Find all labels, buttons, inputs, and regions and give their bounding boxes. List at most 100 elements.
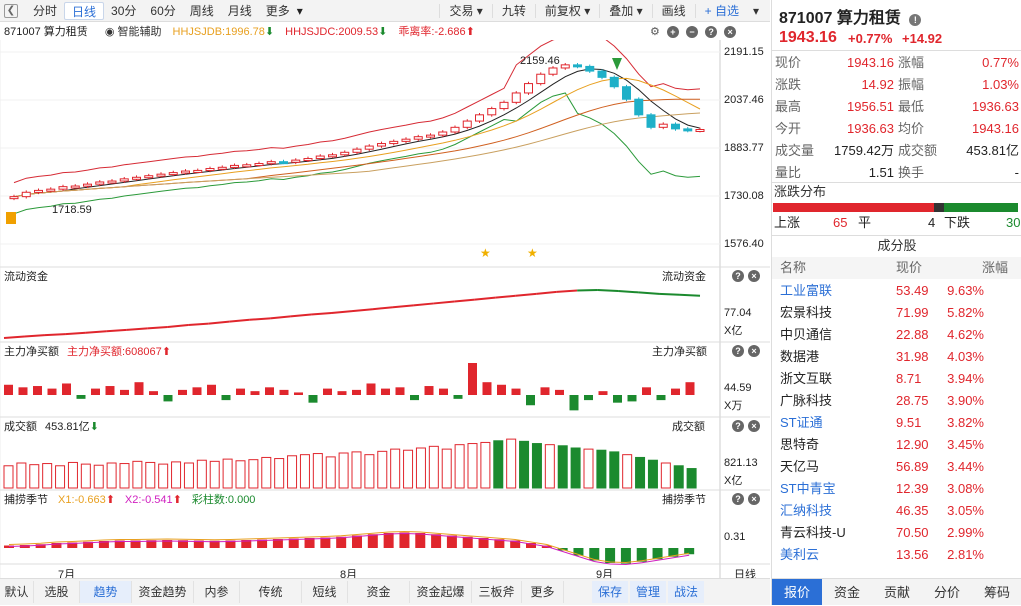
plus-icon[interactable]: + — [667, 26, 679, 38]
constituent-name[interactable]: 宏景科技 — [780, 302, 832, 324]
turnover-bar — [107, 463, 116, 488]
panel-action-button[interactable]: 保存 — [592, 581, 628, 603]
close-icon[interactable]: × — [724, 26, 736, 38]
period-tab[interactable]: 分时 — [26, 2, 64, 20]
period-tab[interactable]: 日线 — [64, 2, 104, 20]
constituent-pct: 4.62% — [947, 324, 984, 346]
collapse-icon[interactable]: ❮ — [4, 4, 18, 18]
sub1-controls: ?× — [728, 270, 760, 282]
candle-body — [463, 121, 471, 127]
candle-body — [635, 99, 643, 115]
period-tab[interactable]: 30分 — [104, 2, 143, 20]
close-icon[interactable]: × — [748, 420, 760, 432]
candle-body — [96, 182, 104, 184]
indicator-tab[interactable]: 资金 — [348, 581, 410, 603]
constituent-name[interactable]: 中贝通信 — [780, 324, 832, 346]
close-icon[interactable]: × — [748, 270, 760, 282]
help-icon[interactable]: ? — [732, 493, 744, 505]
close-icon[interactable]: × — [748, 345, 760, 357]
constituent-name[interactable]: 天亿马 — [780, 456, 819, 478]
period-tab[interactable]: 60分 — [143, 2, 182, 20]
constituent-name[interactable]: 数据港 — [780, 346, 819, 368]
sub4-axis-value: 0.31 — [724, 531, 745, 543]
indicator-tab[interactable]: 三板斧 — [472, 581, 522, 603]
constituent-name[interactable]: 广脉科技 — [780, 390, 832, 412]
constituent-name[interactable]: 工业富联 — [780, 280, 832, 302]
constituent-name[interactable]: 汇纳科技 — [780, 500, 832, 522]
toolbar-button[interactable]: 交易 ▾ — [442, 2, 489, 20]
chevron-down-icon: ▾ — [633, 4, 642, 18]
indicator-tab[interactable]: 选股 — [34, 581, 80, 603]
toolbar-button[interactable]: 叠加 ▾ — [602, 2, 649, 20]
constituent-name[interactable]: 青云科技-U — [780, 522, 846, 544]
toolbar-button[interactable]: 画线 — [655, 2, 693, 20]
right-panel-tab[interactable]: 报价 — [772, 579, 822, 605]
assistant-toggle[interactable]: ◉ 智能辅助 — [105, 26, 162, 38]
constituent-name[interactable]: 美利云 — [780, 544, 819, 566]
help-icon[interactable]: ? — [732, 270, 744, 282]
indicator-tab[interactable]: 更多 — [522, 581, 564, 603]
minus-icon[interactable]: − — [686, 26, 698, 38]
constituent-name[interactable]: ST中青宝 — [780, 478, 836, 500]
period-tab[interactable]: 更多 — [259, 2, 297, 20]
candle-body — [133, 177, 141, 179]
right-panel-tab[interactable]: 贡献 — [872, 579, 922, 605]
indicator-tab[interactable]: 传统 — [240, 581, 302, 603]
info-icon[interactable]: ! — [909, 14, 921, 26]
net-buy-bar — [323, 389, 332, 395]
period-tab[interactable]: 周线 — [183, 2, 221, 20]
right-panel-tab[interactable]: 筹码 — [972, 579, 1021, 605]
toolbar-button[interactable]: 前复权 ▾ — [538, 2, 597, 20]
constituent-name[interactable]: 浙文互联 — [780, 368, 832, 390]
turnover-bar — [687, 469, 696, 488]
panel-action-button[interactable]: 管理 — [630, 581, 666, 603]
constituent-name[interactable]: 思特奇 — [780, 434, 819, 456]
help-icon[interactable]: ? — [705, 26, 717, 38]
help-icon[interactable]: ? — [732, 420, 744, 432]
indicator-tab[interactable]: 资金趋势 — [132, 581, 194, 603]
season-bar — [605, 548, 615, 563]
indicator-tab[interactable]: 短线 — [302, 581, 348, 603]
indicator-tab[interactable]: 资金起爆 — [410, 581, 472, 603]
net-buy-bar — [512, 389, 521, 395]
chevron-down-icon[interactable]: ▾ — [746, 2, 766, 20]
season-bar — [352, 536, 362, 549]
panel-action-button[interactable]: 战法 — [668, 581, 704, 603]
indicator-tab[interactable]: 趋势 — [80, 581, 132, 603]
up-count: 65 — [833, 213, 847, 233]
right-panel-tab[interactable]: 分价 — [922, 579, 972, 605]
arrow-up-icon: ⬆ — [173, 494, 182, 506]
toolbar-button[interactable]: + 自选 — [698, 2, 746, 20]
turnover-bar — [623, 455, 632, 488]
flow-segment — [45, 334, 65, 335]
period-tab[interactable]: 月线 — [221, 2, 259, 20]
constituent-name[interactable]: ST证通 — [780, 412, 823, 434]
constituent-price: 53.49 — [896, 280, 952, 302]
net-buy-bar — [120, 390, 129, 395]
turnover-bar — [249, 460, 258, 488]
help-icon[interactable]: ? — [732, 345, 744, 357]
indicator-tab[interactable]: 默认 — [0, 581, 34, 603]
settings-icon[interactable]: ⚙ — [650, 26, 660, 38]
x2-line — [9, 534, 689, 565]
divider — [772, 50, 1021, 51]
indicator-tab[interactable]: 内参 — [194, 581, 240, 603]
close-icon[interactable]: × — [748, 493, 760, 505]
right-panel-tab[interactable]: 资金 — [822, 579, 872, 605]
toolbar-button[interactable]: 九转 — [495, 2, 533, 20]
candle-body — [586, 66, 594, 71]
